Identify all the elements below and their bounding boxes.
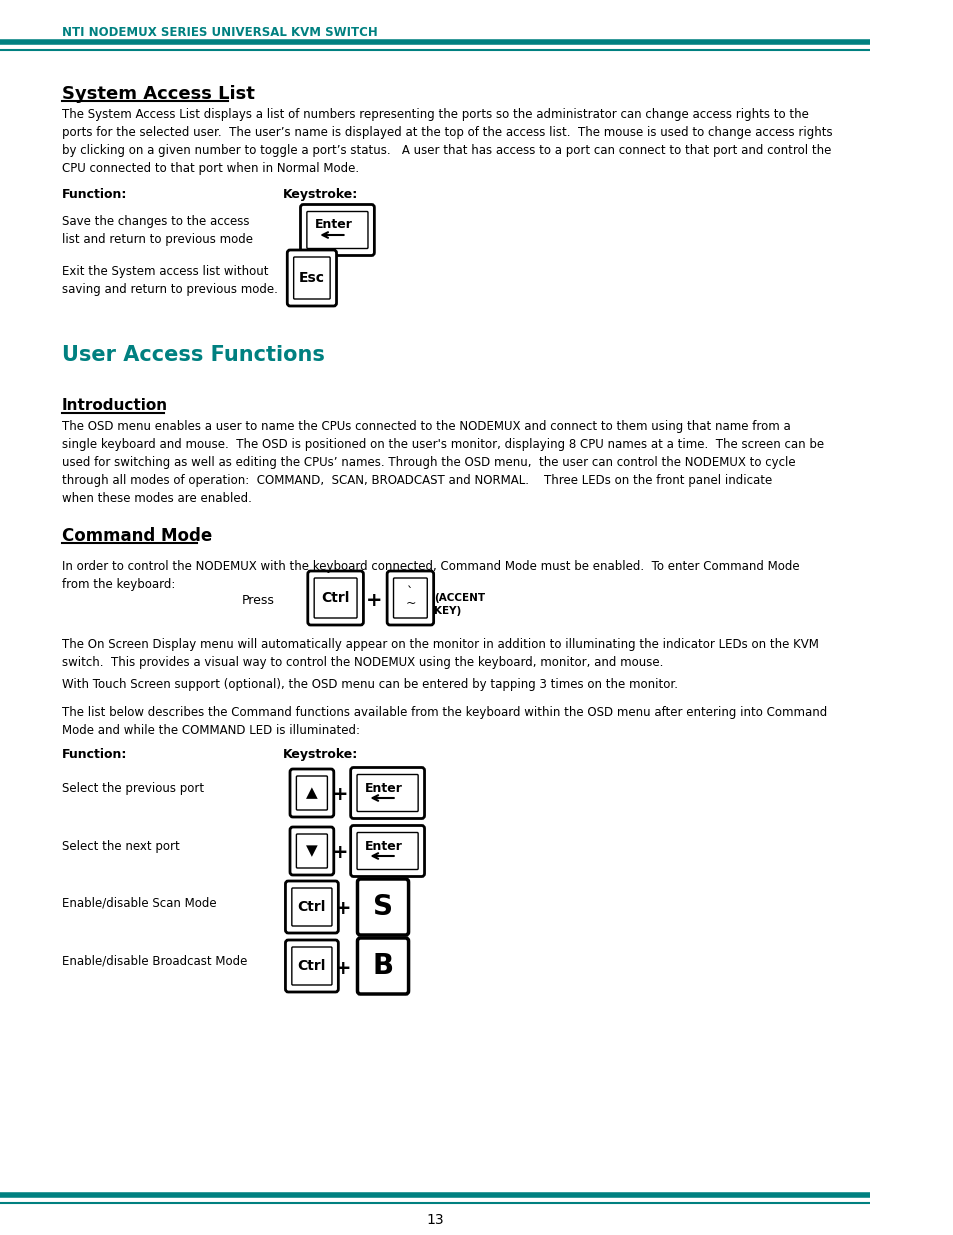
Text: System Access List: System Access List — [62, 85, 254, 103]
FancyBboxPatch shape — [356, 774, 417, 811]
FancyBboxPatch shape — [307, 211, 368, 248]
Text: +: + — [335, 958, 351, 977]
Text: Ctrl: Ctrl — [321, 592, 350, 605]
Text: Enable/disable Scan Mode: Enable/disable Scan Mode — [62, 897, 216, 909]
Text: Ctrl: Ctrl — [297, 960, 326, 973]
FancyBboxPatch shape — [290, 769, 334, 818]
Text: Ctrl: Ctrl — [297, 900, 326, 914]
Text: 13: 13 — [426, 1213, 443, 1228]
FancyBboxPatch shape — [287, 249, 336, 306]
FancyBboxPatch shape — [356, 832, 417, 869]
Text: Function:: Function: — [62, 188, 128, 201]
FancyBboxPatch shape — [351, 767, 424, 819]
Text: User Access Functions: User Access Functions — [62, 345, 325, 366]
Text: +: + — [365, 590, 382, 610]
Text: Enter: Enter — [365, 782, 402, 794]
Text: The System Access List displays a list of numbers representing the ports so the : The System Access List displays a list o… — [62, 107, 832, 175]
Text: ▲: ▲ — [306, 785, 317, 800]
Text: Exit the System access list without
saving and return to previous mode.: Exit the System access list without savi… — [62, 266, 277, 296]
FancyBboxPatch shape — [294, 257, 330, 299]
Text: Keystroke:: Keystroke: — [282, 188, 357, 201]
Text: Select the next port: Select the next port — [62, 840, 179, 853]
FancyBboxPatch shape — [285, 940, 338, 992]
Text: Keystroke:: Keystroke: — [282, 748, 357, 761]
FancyBboxPatch shape — [292, 947, 332, 986]
FancyBboxPatch shape — [290, 827, 334, 876]
Text: Press: Press — [241, 594, 274, 606]
Text: +: + — [335, 899, 351, 919]
Text: +: + — [332, 844, 348, 862]
Text: NTI NODEMUX SERIES UNIVERSAL KVM SWITCH: NTI NODEMUX SERIES UNIVERSAL KVM SWITCH — [62, 26, 377, 38]
Text: S: S — [373, 893, 393, 921]
Text: Enter: Enter — [314, 219, 353, 231]
FancyBboxPatch shape — [351, 825, 424, 877]
Text: Enable/disable Broadcast Mode: Enable/disable Broadcast Mode — [62, 955, 247, 968]
Text: Esc: Esc — [298, 270, 325, 285]
Text: +: + — [332, 785, 348, 804]
Text: Select the previous port: Select the previous port — [62, 782, 204, 795]
Text: The list below describes the Command functions available from the keyboard withi: The list below describes the Command fun… — [62, 706, 826, 737]
Text: Enter: Enter — [365, 840, 402, 852]
Text: The OSD menu enables a user to name the CPUs connected to the NODEMUX and connec: The OSD menu enables a user to name the … — [62, 420, 823, 505]
FancyBboxPatch shape — [285, 881, 338, 932]
Text: Save the changes to the access
list and return to previous mode: Save the changes to the access list and … — [62, 215, 253, 246]
FancyBboxPatch shape — [393, 578, 427, 618]
Text: Command Mode: Command Mode — [62, 527, 212, 545]
FancyBboxPatch shape — [292, 888, 332, 926]
Text: B: B — [372, 952, 394, 981]
Text: With Touch Screen support (optional), the OSD menu can be entered by tapping 3 t: With Touch Screen support (optional), th… — [62, 678, 678, 692]
Text: ▼: ▼ — [306, 844, 317, 858]
Text: In order to control the NODEMUX with the keyboard connected, Command Mode must b: In order to control the NODEMUX with the… — [62, 559, 799, 592]
FancyBboxPatch shape — [357, 939, 408, 994]
Text: ~: ~ — [405, 597, 416, 610]
FancyBboxPatch shape — [296, 834, 327, 868]
Text: Introduction: Introduction — [62, 398, 168, 412]
FancyBboxPatch shape — [357, 879, 408, 935]
Text: `: ` — [407, 585, 413, 599]
FancyBboxPatch shape — [387, 571, 434, 625]
FancyBboxPatch shape — [314, 578, 356, 618]
Text: (ACCENT
KEY): (ACCENT KEY) — [434, 593, 485, 616]
FancyBboxPatch shape — [308, 571, 363, 625]
FancyBboxPatch shape — [300, 205, 374, 256]
Text: Function:: Function: — [62, 748, 128, 761]
FancyBboxPatch shape — [296, 776, 327, 810]
Text: The On Screen Display menu will automatically appear on the monitor in addition : The On Screen Display menu will automati… — [62, 638, 818, 669]
